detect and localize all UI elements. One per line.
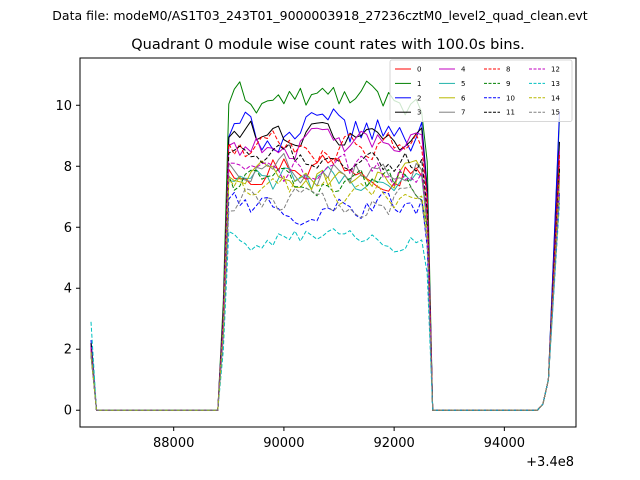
- y-tick-label: 2: [64, 343, 72, 358]
- series-line-6: [90, 159, 560, 411]
- legend-label-1: 1: [417, 80, 421, 88]
- chart-title: Quadrant 0 module wise count rates with …: [131, 37, 525, 53]
- series-layer: [90, 80, 560, 411]
- y-tick-label: 6: [64, 221, 72, 236]
- x-tick-label: 92000: [373, 436, 414, 451]
- legend-label-8: 8: [506, 66, 510, 74]
- series-line-14: [90, 172, 560, 411]
- plot-frame: [79, 57, 577, 428]
- legend-label-10: 10: [506, 94, 515, 102]
- legend-box: [389, 59, 573, 122]
- legend-label-0: 0: [417, 66, 421, 74]
- series-line-15: [90, 186, 560, 411]
- y-tick-label: 0: [64, 404, 72, 419]
- series-line-7: [90, 153, 560, 411]
- legend-label-11: 11: [506, 109, 515, 117]
- x-tick-label: 88000: [153, 436, 194, 451]
- series-line-3: [90, 120, 560, 411]
- series-line-12: [90, 153, 560, 411]
- legend-label-4: 4: [461, 66, 466, 74]
- legend-label-2: 2: [417, 94, 421, 102]
- y-tick-label: 8: [64, 160, 72, 175]
- legend-label-7: 7: [461, 109, 465, 117]
- series-line-11: [90, 143, 560, 411]
- legend-label-14: 14: [551, 94, 560, 102]
- legend-label-13: 13: [551, 80, 560, 88]
- legend-label-6: 6: [461, 94, 466, 102]
- x-axis-offset-label: +3.4e8: [526, 455, 574, 470]
- series-line-2: [90, 108, 560, 411]
- y-tick-label: 4: [64, 282, 72, 297]
- x-tick-label: 90000: [263, 436, 304, 451]
- legend-label-15: 15: [551, 109, 560, 117]
- x-tick-label: 94000: [484, 436, 525, 451]
- legend-label-9: 9: [506, 80, 510, 88]
- axis-ticks: 88000 90000 92000 94000 0 2 4 6 8 10: [55, 99, 525, 451]
- legend-label-12: 12: [551, 66, 560, 74]
- series-line-4: [90, 127, 560, 411]
- legend-label-3: 3: [417, 109, 421, 117]
- series-line-13: [90, 202, 560, 411]
- legend-label-5: 5: [461, 80, 465, 88]
- y-tick-label: 10: [55, 99, 72, 114]
- figure-suptitle: Data file: modeM0/AS1T03_243T01_90000039…: [52, 8, 587, 23]
